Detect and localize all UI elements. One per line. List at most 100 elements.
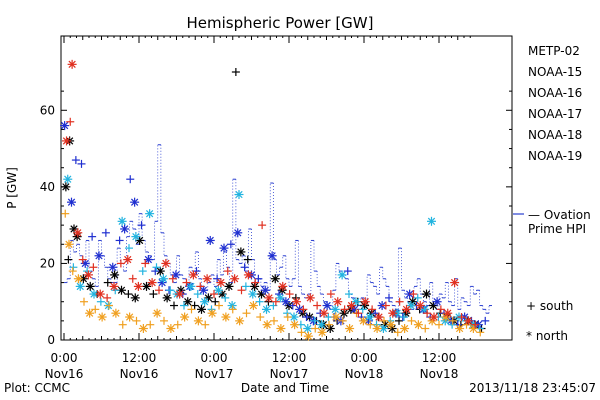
y-tick-label: 40 — [40, 180, 55, 194]
south-marker — [173, 320, 182, 329]
south-marker — [68, 267, 77, 276]
marker-stroke — [420, 305, 429, 314]
marker-stroke — [400, 324, 409, 333]
south-marker — [358, 305, 367, 314]
marker-stroke — [228, 301, 236, 310]
marker-stroke — [299, 309, 307, 317]
south-marker — [69, 263, 78, 272]
south-marker — [211, 297, 220, 306]
marker-stroke — [218, 290, 226, 298]
south-marker — [180, 301, 188, 310]
south-marker — [118, 320, 127, 329]
marker-stroke — [64, 175, 72, 183]
marker-stroke — [184, 298, 192, 306]
north-marker — [429, 312, 439, 322]
south-marker — [255, 297, 264, 306]
y-tick-label: 0 — [47, 333, 55, 347]
marker-stroke — [450, 278, 459, 287]
north-marker — [331, 312, 341, 322]
south-marker — [105, 301, 113, 310]
marker-stroke — [276, 294, 284, 302]
marker-stroke — [95, 252, 103, 260]
south-marker — [395, 316, 403, 325]
north-marker — [250, 281, 260, 291]
south-marker — [101, 228, 110, 237]
south-marker — [152, 263, 161, 272]
north-marker — [400, 324, 410, 334]
south-marker — [324, 313, 333, 322]
north-marker — [205, 235, 215, 245]
marker-stroke — [271, 275, 279, 283]
north-marker — [427, 216, 436, 226]
x-tick-time: 0:00 — [201, 351, 228, 365]
north-marker — [278, 281, 288, 291]
marker-stroke — [263, 321, 271, 329]
north-marker — [180, 312, 190, 322]
south-marker — [201, 320, 210, 329]
south-marker — [258, 221, 267, 230]
north-marker — [325, 324, 335, 334]
north-marker — [365, 312, 375, 322]
south-marker — [61, 209, 70, 218]
north-marker — [230, 274, 240, 284]
marker-stroke — [120, 225, 129, 233]
marker-stroke — [347, 301, 356, 310]
marker-stroke — [234, 229, 242, 237]
north-marker — [275, 293, 285, 303]
south-marker — [326, 290, 335, 299]
north-marker — [235, 316, 245, 326]
marker-stroke — [422, 290, 431, 298]
north-marker — [111, 308, 121, 318]
marker-stroke — [206, 236, 214, 245]
south-marker — [77, 159, 86, 168]
north-marker — [130, 293, 140, 303]
marker-stroke — [109, 263, 117, 271]
south-marker — [103, 278, 112, 287]
south-marker — [366, 320, 375, 329]
marker-stroke — [277, 324, 285, 333]
x-tick-date: Nov18 — [345, 367, 384, 381]
south-marker — [297, 328, 306, 337]
north-marker — [289, 312, 299, 322]
north-marker — [262, 304, 271, 314]
north-marker — [67, 59, 77, 69]
north-marker — [339, 308, 349, 318]
north-marker — [219, 243, 229, 253]
north-marker — [248, 301, 258, 311]
marker-stroke — [375, 313, 383, 321]
marker-stroke — [172, 271, 180, 279]
marker-stroke — [304, 324, 312, 333]
marker-stroke — [323, 301, 331, 310]
marker-stroke — [68, 60, 76, 69]
south-marker — [116, 259, 125, 268]
south-marker — [66, 117, 75, 126]
marker-stroke — [197, 305, 206, 314]
south-marker — [241, 282, 250, 291]
marker-stroke — [282, 298, 290, 306]
south-marker — [124, 290, 133, 299]
legend-entry: NOAA-18 — [528, 128, 582, 142]
legend-north: * north — [526, 329, 568, 343]
south-marker — [310, 316, 319, 325]
marker-stroke — [220, 244, 228, 252]
south-marker — [393, 328, 402, 337]
north-marker — [67, 197, 76, 207]
north-marker — [183, 297, 193, 307]
north-marker — [358, 316, 368, 326]
north-marker — [413, 320, 423, 330]
south-marker — [149, 290, 158, 299]
south-marker — [168, 274, 177, 283]
south-marker — [125, 244, 133, 253]
marker-stroke — [345, 324, 354, 333]
south-marker — [448, 320, 457, 329]
marker-stroke — [433, 298, 441, 306]
legend-entry: NOAA-16 — [528, 86, 582, 100]
north-marker — [443, 308, 453, 318]
north-marker — [130, 197, 140, 207]
north-marker — [161, 258, 171, 268]
north-marker — [262, 320, 272, 330]
y-axis-label: P [GW] — [5, 167, 19, 209]
marker-stroke — [290, 321, 299, 329]
north-marker — [402, 304, 411, 314]
marker-stroke — [332, 313, 340, 321]
